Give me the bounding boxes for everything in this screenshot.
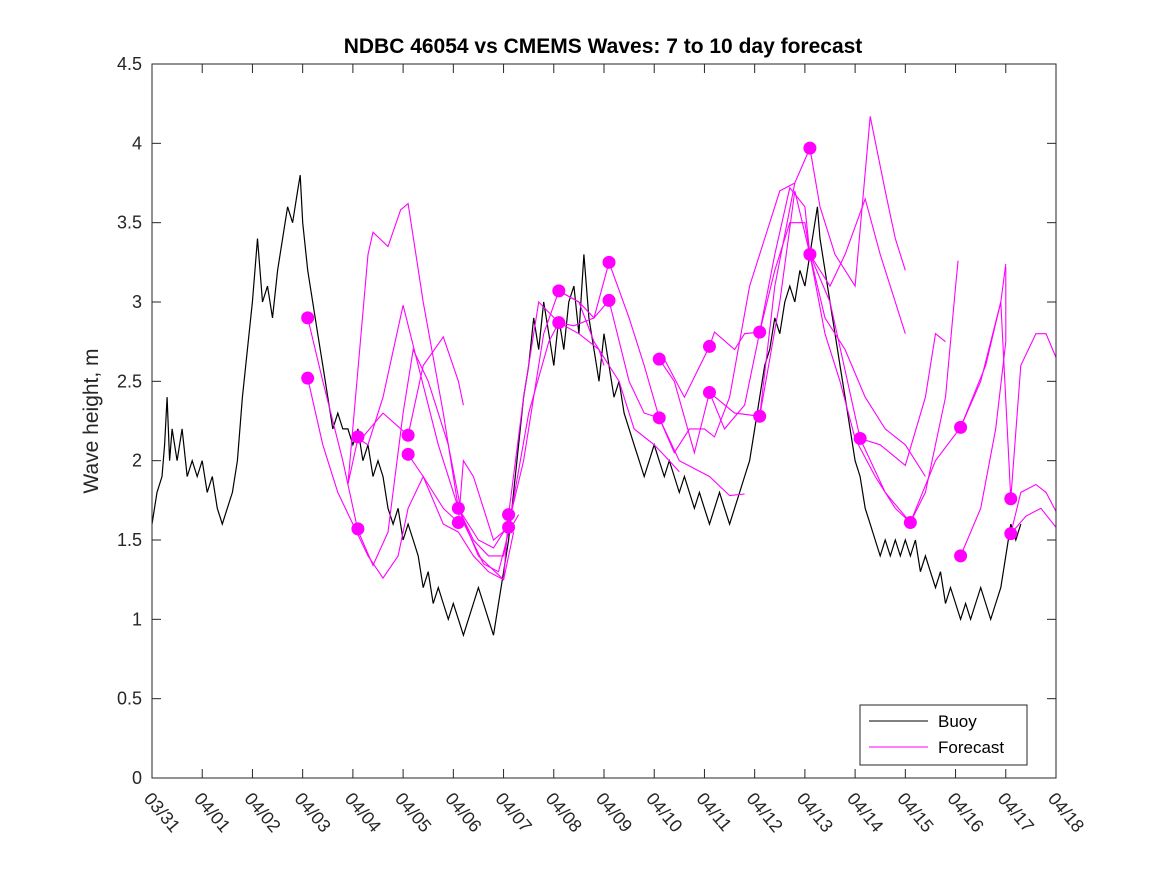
forecast-start-point — [903, 516, 917, 530]
legend-box — [859, 704, 1028, 766]
y-tick-label: 2 — [132, 451, 142, 471]
forecast-line — [347, 202, 510, 557]
forecast-start-point — [803, 141, 817, 155]
y-tick-label: 1 — [132, 609, 142, 629]
forecast-line — [362, 335, 464, 438]
forecast-start-point — [1004, 492, 1018, 506]
y-tick-label: 1.5 — [117, 530, 142, 550]
forecast-line — [759, 190, 906, 417]
forecast-start-point — [301, 371, 315, 385]
forecast-start-point — [1004, 527, 1018, 541]
forecast-start-point — [351, 522, 365, 536]
forecast-start-point — [702, 339, 716, 353]
y-tick-label: 2.5 — [117, 371, 142, 391]
forecast-start-point — [853, 431, 867, 445]
forecast-start-point — [652, 352, 666, 366]
forecast-line — [909, 260, 959, 523]
forecast-line — [508, 299, 745, 515]
forecast-line — [558, 182, 796, 454]
legend-buoy-label: Buoy — [938, 712, 977, 731]
forecast-start-point — [351, 430, 365, 444]
y-tick-label: 3 — [132, 292, 142, 312]
forecast-line — [809, 254, 946, 467]
legend: Buoy Forecast — [859, 704, 1028, 766]
forecast-line — [357, 305, 510, 581]
chart-title: NDBC 46054 vs CMEMS Waves: 7 to 10 day f… — [344, 35, 863, 58]
forecast-start-point — [552, 316, 566, 330]
y-tick-label: 4.5 — [117, 54, 142, 74]
forecast-start-point — [954, 549, 968, 563]
forecast-start-point — [502, 520, 516, 534]
forecast-start-point — [451, 501, 465, 515]
forecast-start-point — [552, 284, 566, 298]
marker-layer — [301, 141, 1018, 563]
legend-forecast-label: Forecast — [938, 738, 1004, 757]
forecast-start-point — [401, 447, 415, 461]
forecast-start-point — [602, 255, 616, 269]
forecast-start-point — [502, 508, 516, 522]
forecast-start-point — [301, 311, 315, 325]
forecast-start-point — [451, 516, 465, 530]
forecast-start-point — [753, 409, 767, 423]
y-axis-label: Wave height, m — [80, 348, 103, 493]
y-tick-label: 0.5 — [117, 689, 142, 709]
forecast-line — [307, 378, 515, 581]
forecast-start-point — [652, 411, 666, 425]
forecast-start-point — [803, 247, 817, 261]
forecast-line — [663, 222, 911, 523]
y-tick-label: 4 — [132, 133, 142, 153]
forecast-line — [407, 321, 605, 541]
forecast-start-point — [702, 385, 716, 399]
forecast-line — [1010, 507, 1057, 535]
forecast-line — [658, 186, 926, 477]
plot-area — [152, 64, 1056, 778]
y-tick-label: 3.5 — [117, 213, 142, 233]
forecast-start-point — [753, 325, 767, 339]
forecast-line — [1010, 483, 1057, 534]
buoy-line — [151, 175, 1022, 638]
forecast-start-point — [602, 293, 616, 307]
forecast-start-point — [401, 428, 415, 442]
y-tick-label: 0 — [132, 768, 142, 788]
forecast-line — [960, 301, 1057, 499]
series-layer — [151, 116, 1057, 638]
forecast-start-point — [954, 420, 968, 434]
forecast-line — [960, 267, 1007, 557]
